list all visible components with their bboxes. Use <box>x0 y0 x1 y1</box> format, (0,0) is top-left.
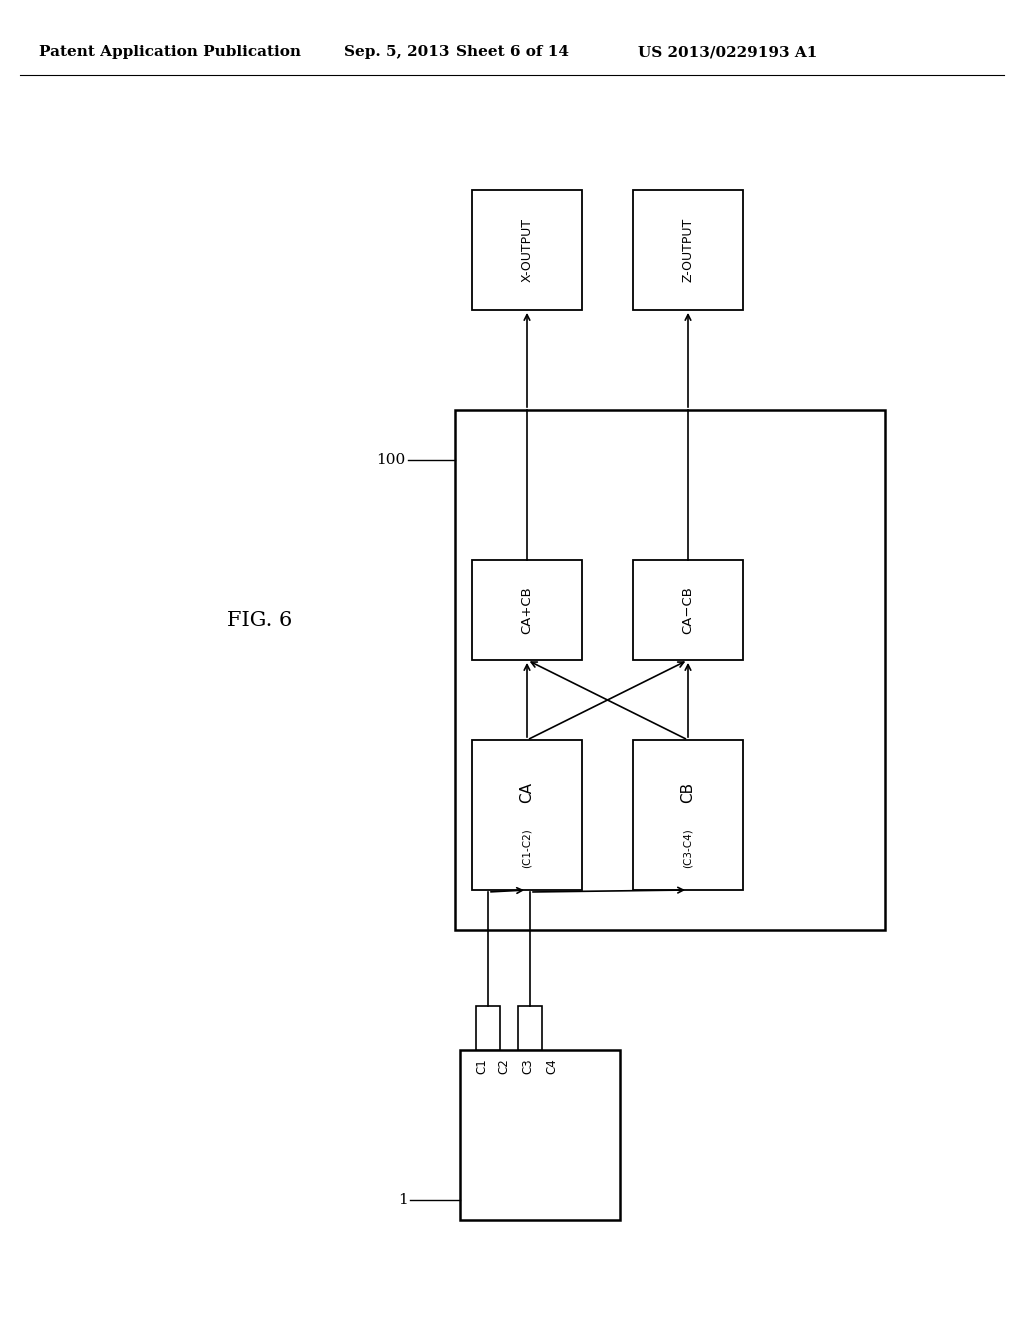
Text: Sep. 5, 2013: Sep. 5, 2013 <box>344 45 450 59</box>
Bar <box>472 560 582 660</box>
Bar <box>518 1006 542 1049</box>
Text: 1: 1 <box>398 1193 408 1206</box>
Text: Z-OUTPUT: Z-OUTPUT <box>682 218 694 282</box>
Text: 100: 100 <box>376 453 406 467</box>
Bar <box>472 190 582 310</box>
Text: FIG. 6: FIG. 6 <box>227 610 293 630</box>
Bar <box>455 411 885 931</box>
Text: (C1-C2): (C1-C2) <box>522 828 532 867</box>
Bar <box>633 560 743 660</box>
Text: X-OUTPUT: X-OUTPUT <box>520 218 534 282</box>
Text: C2: C2 <box>498 1059 511 1073</box>
Bar <box>476 1006 500 1049</box>
Text: CA−CB: CA−CB <box>682 586 694 634</box>
Text: C1: C1 <box>475 1059 488 1073</box>
Bar <box>472 741 582 890</box>
Bar <box>633 741 743 890</box>
Text: (C3-C4): (C3-C4) <box>683 828 693 867</box>
Text: CA: CA <box>519 781 535 803</box>
Bar <box>633 190 743 310</box>
Text: C3: C3 <box>521 1059 535 1073</box>
Text: US 2013/0229193 A1: US 2013/0229193 A1 <box>638 45 818 59</box>
Text: C4: C4 <box>546 1059 558 1073</box>
Text: CB: CB <box>681 781 695 803</box>
Text: CA+CB: CA+CB <box>520 586 534 634</box>
Text: Patent Application Publication: Patent Application Publication <box>39 45 301 59</box>
Bar <box>460 1049 620 1220</box>
Text: Sheet 6 of 14: Sheet 6 of 14 <box>457 45 569 59</box>
